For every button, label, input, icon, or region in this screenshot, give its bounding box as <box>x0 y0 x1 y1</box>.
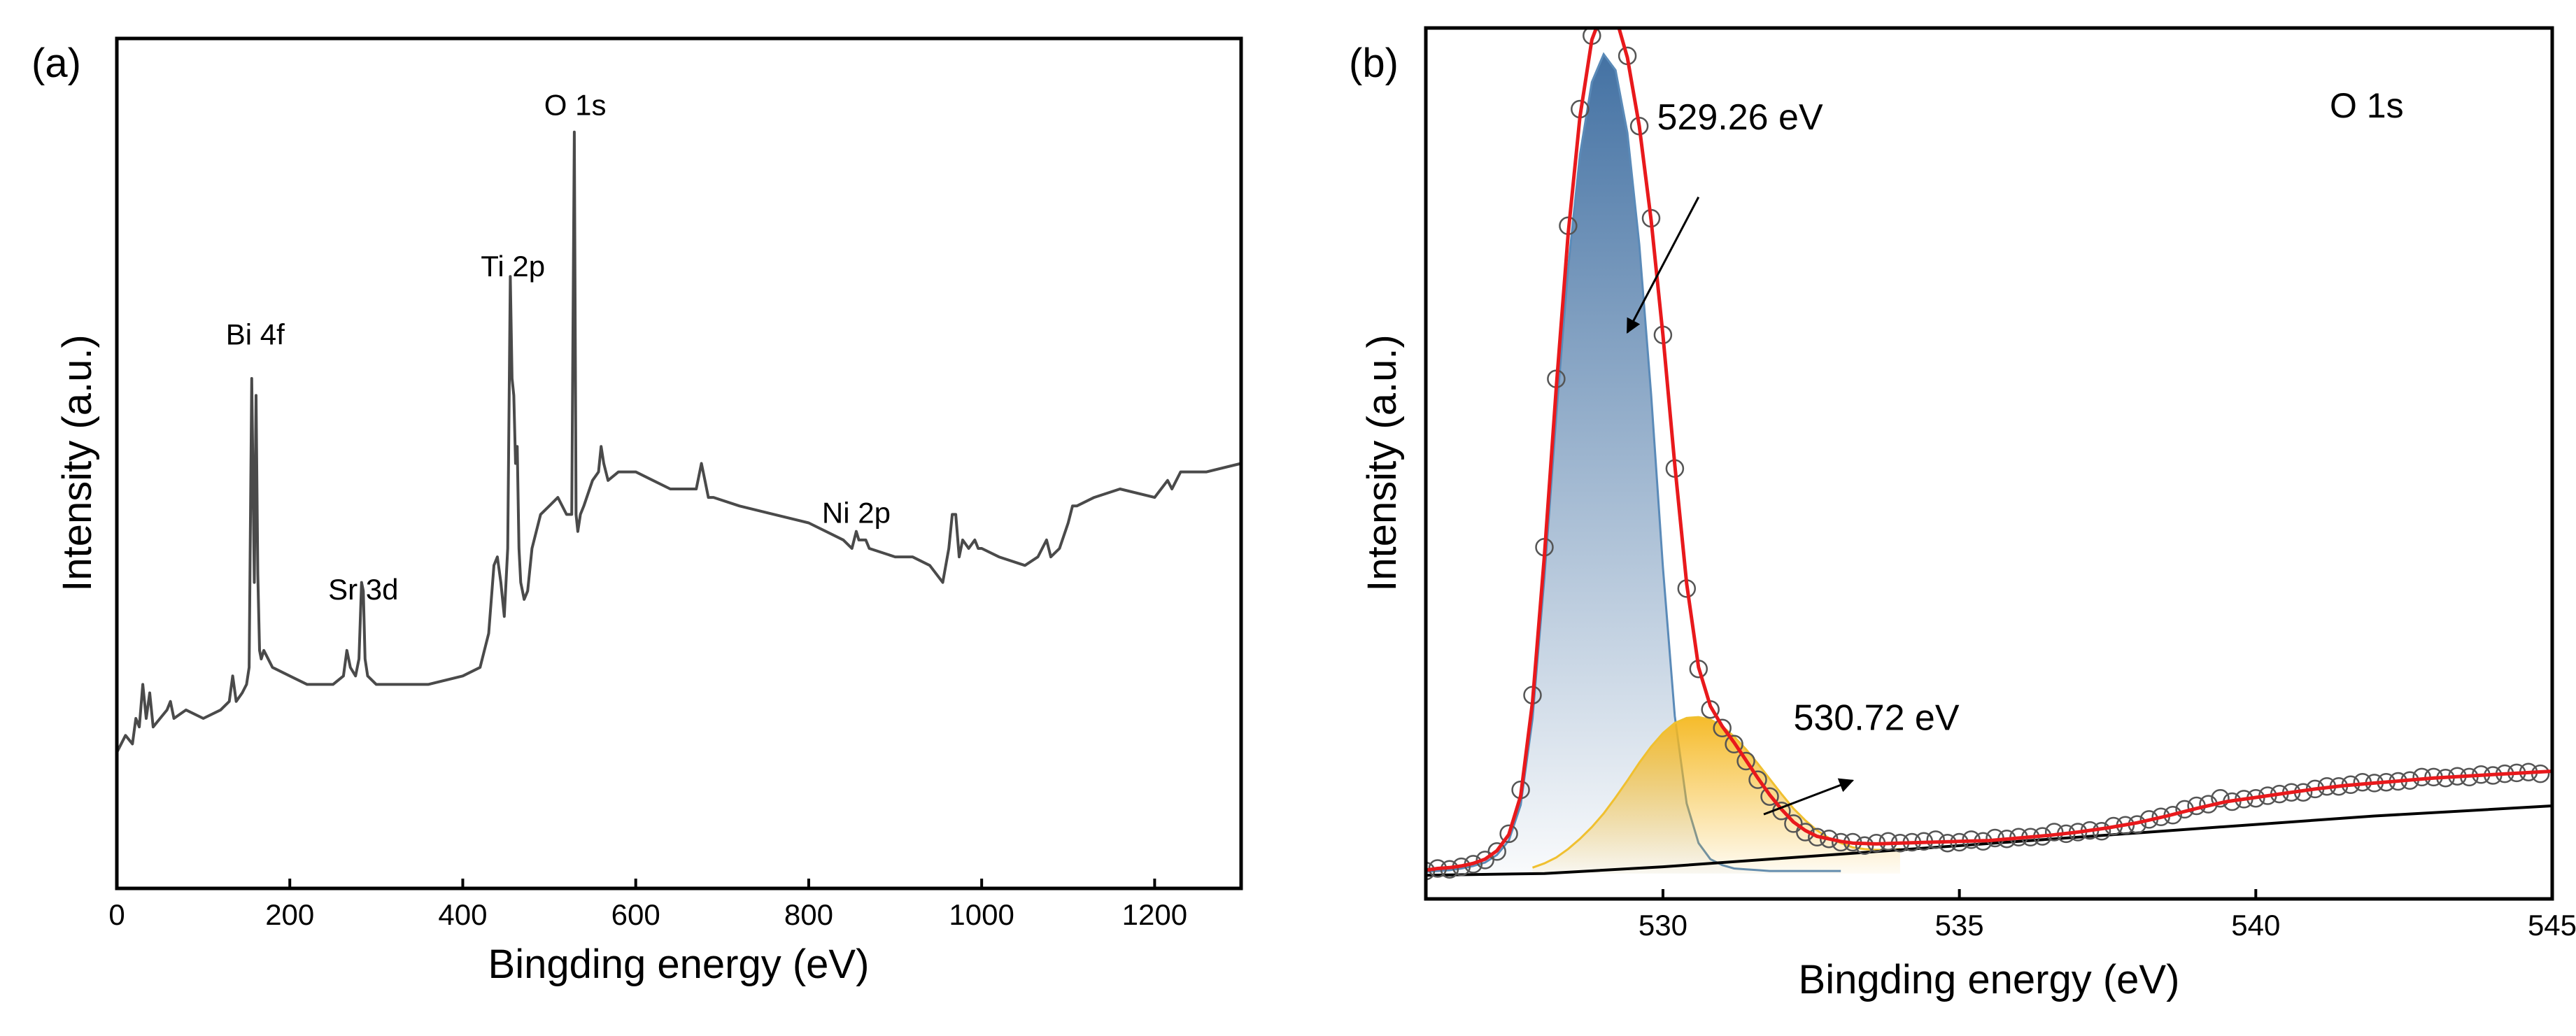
panel-a-x-tick-label: 400 <box>438 898 487 931</box>
panel-b-x-tick-label: 545 <box>2528 909 2576 942</box>
panel-a-survey-spectrum: (a) 0 200 400 600 800 1000 1200 Bi 4f Sr 3d Ti 2… <box>31 36 1243 987</box>
panel-b-x-ticks: 530 535 540 545 <box>1639 889 2576 942</box>
panel-b-component-fill <box>1426 54 1841 874</box>
panel-b-data-point <box>1878 832 1898 851</box>
panel-b-x-tick-label: 530 <box>1639 909 1687 942</box>
panel-b-data-point <box>1499 824 1518 844</box>
panel-a-peak-label: Ni 2p <box>822 497 891 530</box>
panel-a-peak-label: Bi 4f <box>226 318 285 350</box>
panel-a-x-tick-label: 1200 <box>1122 898 1187 931</box>
panel-b-envelope-fit-line <box>1426 28 2552 872</box>
panel-a-x-tick-label: 0 <box>108 898 125 931</box>
panel-a-peak-label: Ti 2p <box>481 250 545 283</box>
panel-b-data-point <box>1487 842 1506 861</box>
panel-b-x-tick-label: 540 <box>2231 909 2280 942</box>
panel-b-peak-annotation: 530.72 eV <box>1793 697 1959 738</box>
panel-b-data-point <box>1748 770 1767 789</box>
panel-a-peak-label: Sr 3d <box>328 573 398 606</box>
panel-a-label: (a) <box>31 41 81 86</box>
panel-b-annotation-arrow <box>1626 197 1700 334</box>
panel-b-series-group <box>1426 28 2552 881</box>
panel-b-x-axis-title: Bingding energy (eV) <box>1799 957 2180 1002</box>
panel-b-data-point <box>1855 836 1874 856</box>
panel-b-inset-label: O 1s <box>2330 86 2404 125</box>
panel-a-x-tick-label: 600 <box>611 898 660 931</box>
panel-b-annotation-arrow <box>1763 778 1855 816</box>
panel-b-background-line <box>1426 804 2552 877</box>
panel-a-survey-line <box>115 130 1242 753</box>
panel-a-x-tick-label: 800 <box>784 898 833 931</box>
panel-b-data-point <box>1926 830 1945 849</box>
panel-b-data-point <box>1426 861 1436 881</box>
panel-b-data-point <box>2211 788 2230 808</box>
panel-b-annotations: 529.26 eV 530.72 eV <box>1626 97 1960 816</box>
panel-a-y-axis-title: Intensity (a.u.) <box>55 334 100 591</box>
panel-b-plot-frame <box>1424 26 2554 901</box>
panel-a-plot-frame <box>115 36 1243 890</box>
panel-b-data-point <box>1725 735 1743 754</box>
panel-a-peak-label: O 1s <box>544 88 607 121</box>
panel-a-x-axis-title: Bingding energy (eV) <box>488 942 870 987</box>
panel-b-peak-annotation: 529.26 eV <box>1657 97 1823 138</box>
panel-b-data-point <box>1713 718 1732 738</box>
panel-a-peak-labels: Bi 4f Sr 3d Ti 2p O 1s Ni 2p <box>226 88 891 606</box>
panel-a-series-group <box>115 130 1242 753</box>
panel-b-data-point <box>1796 823 1815 842</box>
panel-b-data-point <box>1736 751 1755 771</box>
panel-a-x-tick-label: 200 <box>265 898 314 931</box>
panel-a-x-tick-label: 1000 <box>949 898 1014 931</box>
panel-b-data-point <box>1760 787 1779 806</box>
panel-b-x-tick-label: 535 <box>1935 909 1984 942</box>
panel-b-label: (b) <box>1349 41 1399 86</box>
panel-b-o1s-spectrum: (b) 530 535 540 545 529.26 eV 530.72 eV O 1s… <box>1349 26 2576 1002</box>
panel-b-component-fill <box>1532 717 1900 874</box>
panel-b-y-axis-title: Intensity (a.u.) <box>1359 334 1405 591</box>
panel-a-x-ticks: 0 200 400 600 800 1000 1200 <box>108 879 1187 931</box>
